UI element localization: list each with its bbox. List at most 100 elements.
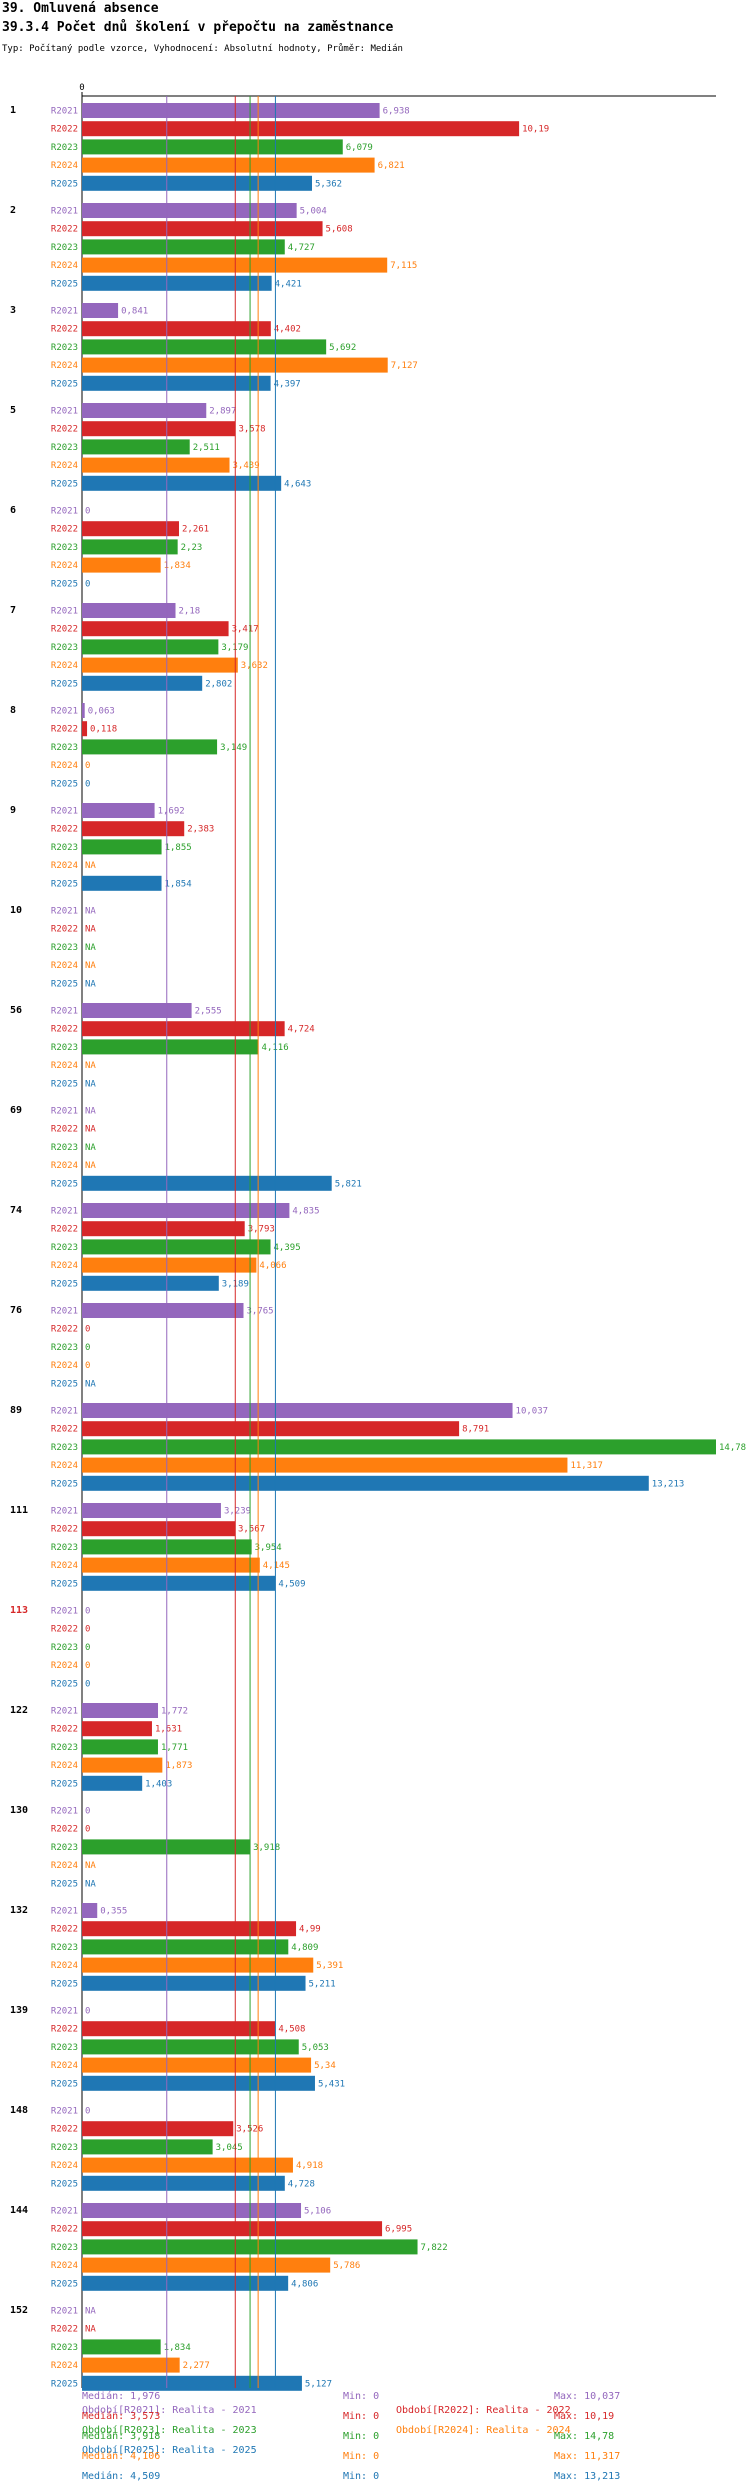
series-label: R2023	[51, 2243, 78, 2253]
data-label: 5,608	[326, 225, 353, 235]
series-label: R2021	[51, 1107, 78, 1117]
category-label: 89	[10, 1405, 22, 1416]
data-label: 1,855	[165, 843, 192, 853]
series-label: R2024	[51, 1761, 78, 1771]
series-label: R2021	[51, 2207, 78, 2217]
bar	[82, 2203, 302, 2218]
bar	[82, 157, 375, 173]
series-label: R2021	[51, 607, 78, 617]
bar	[82, 1739, 158, 1755]
legend-period: Období[R2024]: Realita - 2024	[396, 2425, 571, 2436]
series-label: R2025	[51, 1879, 78, 1889]
category-label: 9	[10, 805, 16, 816]
data-label: 5,211	[309, 1979, 336, 1989]
series-label: R2024	[51, 261, 78, 271]
data-label: NA	[85, 925, 96, 935]
bar	[82, 2357, 180, 2373]
bar	[82, 1575, 276, 1591]
series-label: R2021	[51, 507, 78, 517]
category-label: 5	[10, 405, 16, 416]
series-label: R2022	[51, 1225, 78, 1235]
bar	[82, 403, 207, 418]
bar	[82, 1975, 306, 1991]
data-label: 2,555	[195, 1007, 222, 1017]
data-label: 1,834	[164, 561, 191, 571]
bar	[82, 475, 282, 491]
bar	[82, 1721, 152, 1737]
data-label: NA	[85, 961, 96, 971]
data-label: 0	[85, 1343, 90, 1353]
series-label: R2025	[51, 2279, 78, 2289]
data-label: 4,809	[291, 1943, 318, 1953]
bar	[82, 521, 179, 537]
series-label: R2025	[51, 1979, 78, 1989]
series-label: R2022	[51, 2325, 78, 2335]
legend-period: Období[R2025]: Realita - 2025	[82, 2445, 257, 2456]
series-label: R2022	[51, 1625, 78, 1635]
series-label: R2024	[51, 1861, 78, 1871]
series-label: R2022	[51, 1825, 78, 1835]
data-label: NA	[85, 1107, 96, 1117]
series-label: R2024	[51, 361, 78, 371]
legend-max: Max: 13,213	[554, 2471, 621, 2482]
series-label: R2022	[51, 1325, 78, 1335]
data-label: 1,771	[161, 1743, 188, 1753]
bar	[82, 2339, 161, 2355]
data-label: 0	[85, 579, 90, 589]
series-label: R2021	[51, 2007, 78, 2017]
series-label: R2023	[51, 1343, 78, 1353]
bar	[82, 1839, 251, 1855]
bar	[82, 139, 343, 155]
legend-max: Max: 10,037	[554, 2391, 621, 2402]
series-label: R2023	[51, 1543, 78, 1553]
category-label: 152	[10, 2305, 28, 2316]
data-label: 1,873	[165, 1761, 192, 1771]
data-label: 7,127	[391, 361, 418, 371]
series-label: R2024	[51, 2161, 78, 2171]
data-label: 0	[85, 1625, 90, 1635]
bar	[82, 1703, 159, 1718]
bar	[82, 1439, 716, 1455]
series-label: R2024	[51, 1361, 78, 1371]
bar	[82, 1203, 290, 1218]
data-label: 4,727	[288, 243, 315, 253]
data-label: 4,643	[284, 479, 311, 489]
x-tick-label: 0	[79, 83, 84, 93]
series-label: R2025	[51, 779, 78, 789]
bar	[82, 875, 162, 891]
data-label: 0	[85, 1607, 90, 1617]
data-label: 5,127	[305, 2379, 332, 2389]
category-label: 6	[10, 505, 16, 516]
data-label: 2,383	[187, 825, 214, 835]
legend-max: Max: 14,78	[554, 2431, 615, 2442]
bar	[82, 2057, 312, 2073]
series-label: R2022	[51, 2025, 78, 2035]
bar	[82, 1757, 163, 1773]
series-label: R2021	[51, 1007, 78, 1017]
category-label: 7	[10, 605, 16, 616]
data-label: 4,724	[288, 1025, 315, 1035]
category-label: 2	[10, 205, 16, 216]
series-label: R2025	[51, 379, 78, 389]
series-label: R2021	[51, 107, 78, 117]
category-label: 130	[10, 1805, 28, 1816]
bar	[82, 1457, 568, 1473]
data-label: 4,918	[296, 2161, 323, 2171]
series-label: R2023	[51, 943, 78, 953]
category-label: 76	[10, 1305, 22, 1316]
series-label: R2021	[51, 1307, 78, 1317]
series-label: R2021	[51, 707, 78, 717]
data-label: 7,822	[421, 2243, 448, 2253]
bar	[82, 1921, 297, 1937]
series-label: R2025	[51, 1079, 78, 1089]
data-label: NA	[85, 943, 96, 953]
data-label: 2,897	[209, 407, 236, 417]
bar	[82, 839, 162, 855]
data-label: NA	[85, 979, 96, 989]
data-label: 0	[85, 2107, 90, 2117]
bar	[82, 1503, 221, 1518]
data-label: 2,23	[181, 543, 203, 553]
series-label: R2021	[51, 1807, 78, 1817]
series-label: R2023	[51, 643, 78, 653]
bar	[82, 457, 230, 473]
